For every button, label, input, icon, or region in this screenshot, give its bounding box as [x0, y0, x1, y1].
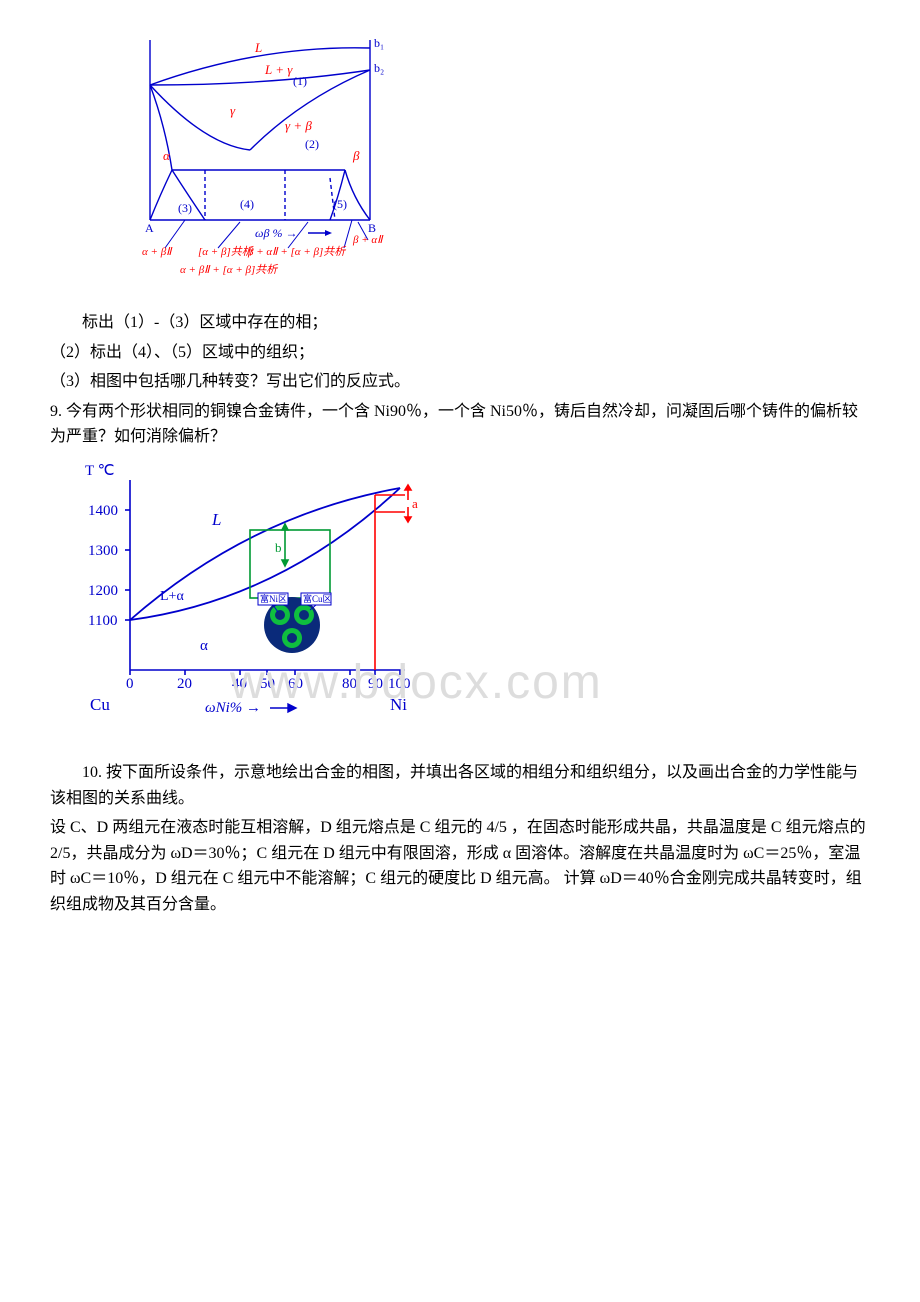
marker-b: b: [275, 540, 282, 555]
marker-3: (3): [178, 201, 192, 215]
xaxis-label2: ωNi% →: [205, 700, 261, 716]
ytick-1100: 1100: [88, 613, 117, 629]
label-gb: γ + β: [285, 118, 312, 133]
xtick-80: 80: [342, 676, 357, 692]
xlabel-ni: Ni: [390, 695, 407, 714]
label-B: B: [368, 221, 376, 235]
xtick-20: 20: [177, 676, 192, 692]
bottom-1: α + βⅡ: [142, 246, 173, 258]
marker-2: (2): [305, 137, 319, 151]
ytick-1400: 1400: [88, 503, 118, 519]
q1-line2: （2）标出（4）、（5）区域中的组织；: [50, 340, 870, 366]
label-b2: b₂: [374, 61, 384, 75]
label-a: α: [163, 148, 171, 163]
bottom-2: [α + β]共析: [198, 245, 255, 258]
bottom-3: β + αⅡ + [α + β]共析: [247, 245, 347, 258]
q1-line1: 标出（1）-（3）区域中存在的相；: [50, 310, 870, 336]
ytick-1200: 1200: [88, 583, 118, 599]
xtick-100: 100: [388, 676, 411, 692]
q9-line1: 9. 今有两个形状相同的铜镍合金铸件，一个含 Ni90％，一个含 Ni50％，铸…: [50, 399, 870, 450]
y-title: T ℃: [85, 463, 115, 479]
xlabel-cu: Cu: [90, 695, 110, 714]
xtick-0: 0: [126, 676, 134, 692]
rich-cu: 富Cu区: [303, 593, 332, 604]
marker-5: (5): [333, 197, 347, 211]
xtick-60: 60: [288, 676, 303, 692]
label-L: L: [254, 40, 262, 55]
fig2-svg: b a 富Ni区 富Cu区 T ℃ 1400 1300 1200 1100 0: [60, 460, 460, 730]
xtick-40: 40: [232, 676, 247, 692]
label-b1: b₁: [374, 36, 384, 50]
bottom-5: α + βⅡ + [α + β]共析: [180, 263, 279, 276]
marker-a: a: [412, 496, 418, 511]
fig1-svg: L L + γ γ γ + β α β (1) (2) (3) (4) (5) …: [110, 30, 410, 280]
rich-ni: 富Ni区: [260, 593, 287, 604]
q10-line2: 设 C、D 两组元在液态时能互相溶解，D 组元熔点是 C 组元的 4/5 ，在固…: [50, 815, 870, 917]
label-La: L+α: [160, 589, 184, 604]
label-A: A: [145, 221, 154, 235]
label-Lg: L + γ: [264, 62, 293, 77]
label-L2: L: [211, 510, 221, 529]
phase-diagram-2: b a 富Ni区 富Cu区 T ℃ 1400 1300 1200 1100 0: [60, 460, 870, 730]
xaxis-label: ωβ % →: [255, 226, 297, 240]
xtick-90: 90: [368, 676, 383, 692]
marker-1: (1): [293, 74, 307, 88]
ytick-1300: 1300: [88, 543, 118, 559]
q10-line1: 10. 按下面所设条件，示意地绘出合金的相图，并填出各区域的相组分和组织组分，以…: [50, 760, 870, 811]
marker-4: (4): [240, 197, 254, 211]
label-b: β: [352, 148, 360, 163]
xtick-50: 50: [260, 676, 275, 692]
label-a2: α: [200, 638, 208, 654]
label-g: γ: [230, 103, 236, 118]
phase-diagram-1: L L + γ γ γ + β α β (1) (2) (3) (4) (5) …: [110, 30, 870, 280]
bottom-4: β + αⅡ: [352, 234, 384, 246]
q1-line3: （3）相图中包括哪几种转变？写出它们的反应式。: [50, 369, 870, 395]
